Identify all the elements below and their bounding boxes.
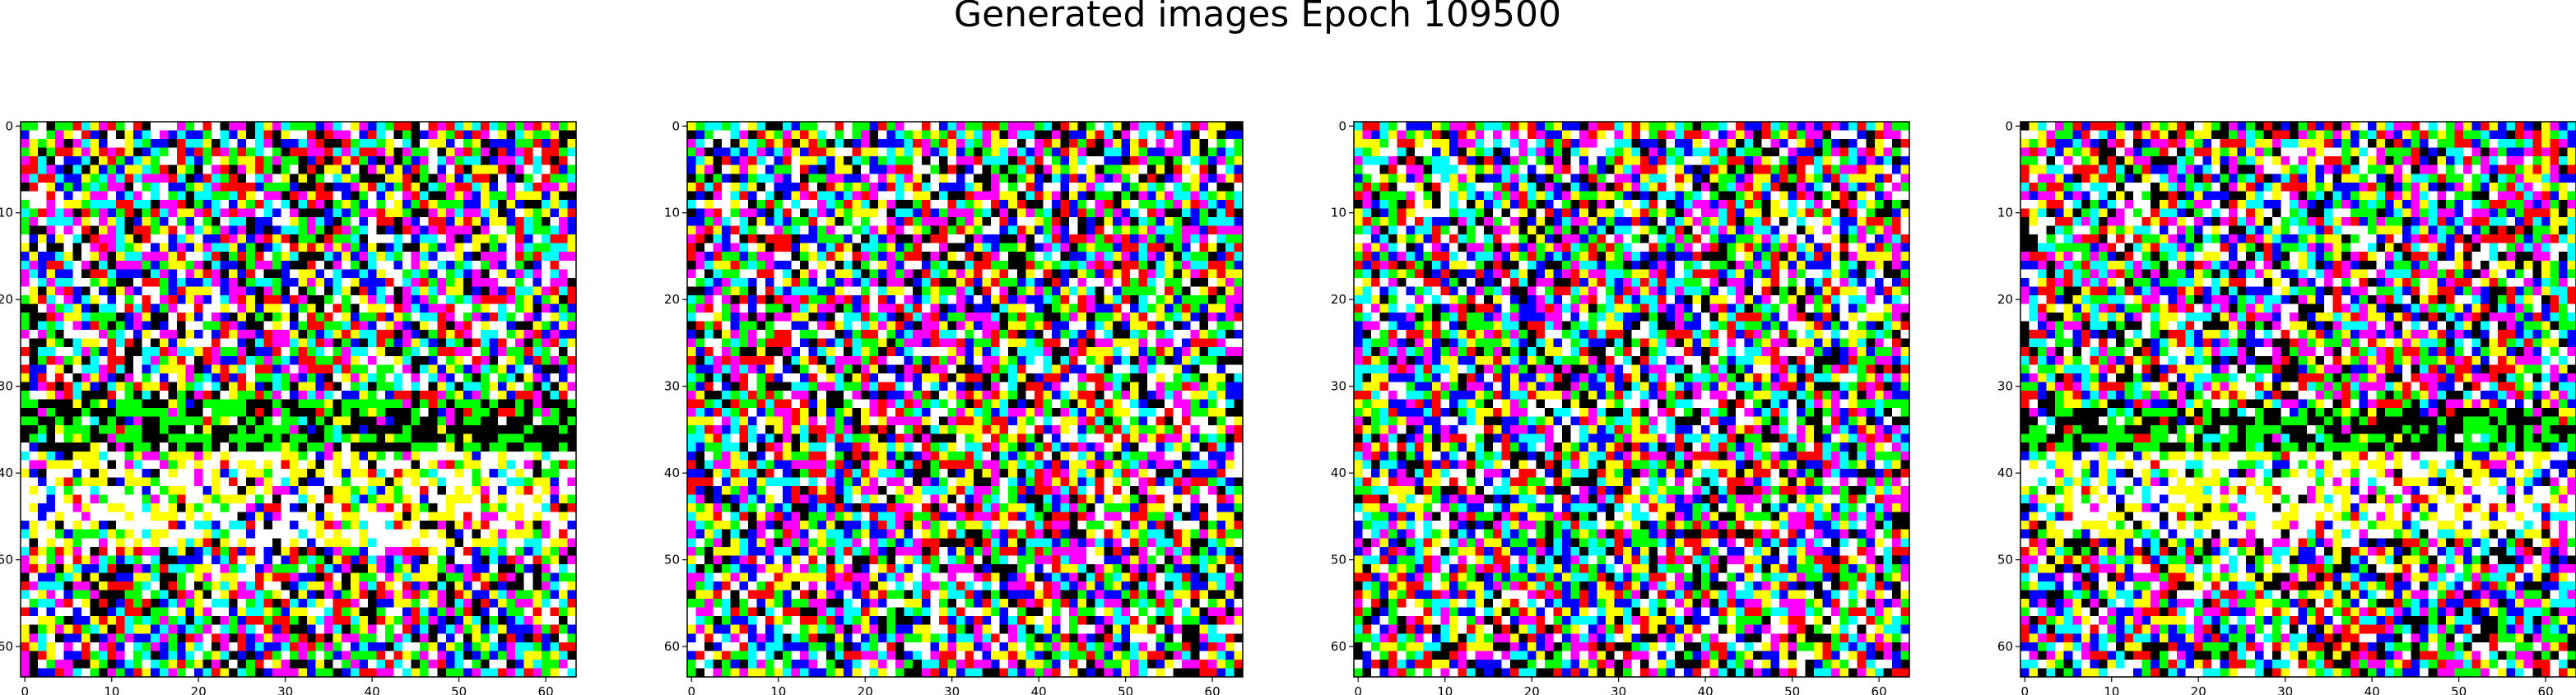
- axes-frame: [20, 121, 577, 678]
- x-tick-label: 30: [1611, 684, 1626, 695]
- x-tick-label: 60: [2538, 684, 2554, 695]
- x-tick-label: 10: [104, 684, 119, 695]
- y-tick-label: 60: [1997, 639, 2013, 654]
- y-tick-label: 10: [1997, 206, 2013, 220]
- axes-frame: [2020, 121, 2576, 678]
- x-tick-label: 50: [2451, 684, 2467, 695]
- y-tick-label: 60: [664, 639, 680, 654]
- y-tick-label: 40: [0, 466, 13, 480]
- pixel-grid: [687, 122, 1244, 678]
- y-tick-label: 20: [1331, 292, 1346, 307]
- x-tick-label: 50: [451, 684, 467, 695]
- x-tick-label: 10: [2104, 684, 2119, 695]
- y-tick-label: 30: [1997, 379, 2013, 394]
- x-tick-label: 50: [1784, 684, 1800, 695]
- x-tick-label: 30: [944, 684, 960, 695]
- y-tick-label: 30: [664, 379, 680, 394]
- y-tick-label: 50: [664, 553, 680, 568]
- y-tick-label: 0: [672, 118, 680, 133]
- x-tick-label: 40: [1031, 684, 1047, 695]
- x-tick-label: 0: [2021, 684, 2030, 695]
- x-tick-label: 40: [2364, 684, 2380, 695]
- y-tick-label: 50: [1331, 553, 1346, 568]
- y-tick-label: 40: [664, 466, 680, 480]
- x-tick-label: 40: [1698, 684, 1713, 695]
- x-tick-label: 20: [2191, 684, 2206, 695]
- pixel-grid: [1354, 122, 1910, 678]
- y-tick-label: 20: [0, 292, 13, 307]
- pixel-grid: [21, 122, 577, 678]
- y-tick-label: 50: [1997, 553, 2013, 568]
- axes-frame: [686, 121, 1244, 678]
- y-tick-label: 0: [5, 118, 13, 133]
- y-tick-label: 60: [1331, 639, 1346, 654]
- x-tick-label: 20: [858, 684, 873, 695]
- y-tick-label: 10: [664, 206, 680, 220]
- x-tick-label: 60: [1205, 684, 1221, 695]
- y-tick-label: 30: [0, 379, 13, 394]
- x-tick-label: 40: [365, 684, 380, 695]
- x-tick-label: 0: [21, 684, 30, 695]
- y-tick-label: 60: [0, 639, 13, 654]
- x-tick-label: 10: [770, 684, 786, 695]
- x-tick-label: 20: [1524, 684, 1540, 695]
- x-tick-label: 10: [1437, 684, 1453, 695]
- axes-frame: [1353, 121, 1910, 678]
- image-panel-3: 0 10 20 30 40 50 60 0 10 20 30 40 50 60: [1331, 118, 1910, 695]
- x-tick-label: 50: [1118, 684, 1133, 695]
- figure-title: Generated images Epoch 109500: [954, 0, 1561, 35]
- x-tick-label: 0: [688, 684, 696, 695]
- y-tick-label: 50: [0, 553, 13, 568]
- pixel-grid: [2020, 122, 2576, 678]
- x-tick-label: 30: [277, 684, 293, 695]
- image-panel-1: 0 10 20 30 40 50 60 0 10 20 30 40 50 60: [0, 118, 577, 695]
- x-tick-label: 60: [1872, 684, 1887, 695]
- x-tick-label: 0: [1355, 684, 1363, 695]
- image-panel-4: 0 10 20 30 40 50 60 0 10 20 30 40 50 60: [1997, 118, 2576, 695]
- image-panel-2: 0 10 20 30 40 50 60 0 10 20 30 40 50 60: [664, 118, 1244, 695]
- y-tick-label: 0: [2005, 118, 2013, 133]
- y-tick-label: 20: [664, 292, 680, 307]
- y-tick-label: 40: [1331, 466, 1346, 480]
- x-tick-label: 20: [191, 684, 207, 695]
- y-tick-label: 20: [1997, 292, 2013, 307]
- y-tick-label: 0: [1338, 118, 1346, 133]
- y-tick-label: 40: [1997, 466, 2013, 480]
- y-tick-label: 30: [1331, 379, 1346, 394]
- x-tick-label: 30: [2277, 684, 2293, 695]
- x-tick-label: 60: [538, 684, 554, 695]
- y-tick-label: 10: [1331, 206, 1346, 220]
- y-tick-label: 10: [0, 206, 13, 220]
